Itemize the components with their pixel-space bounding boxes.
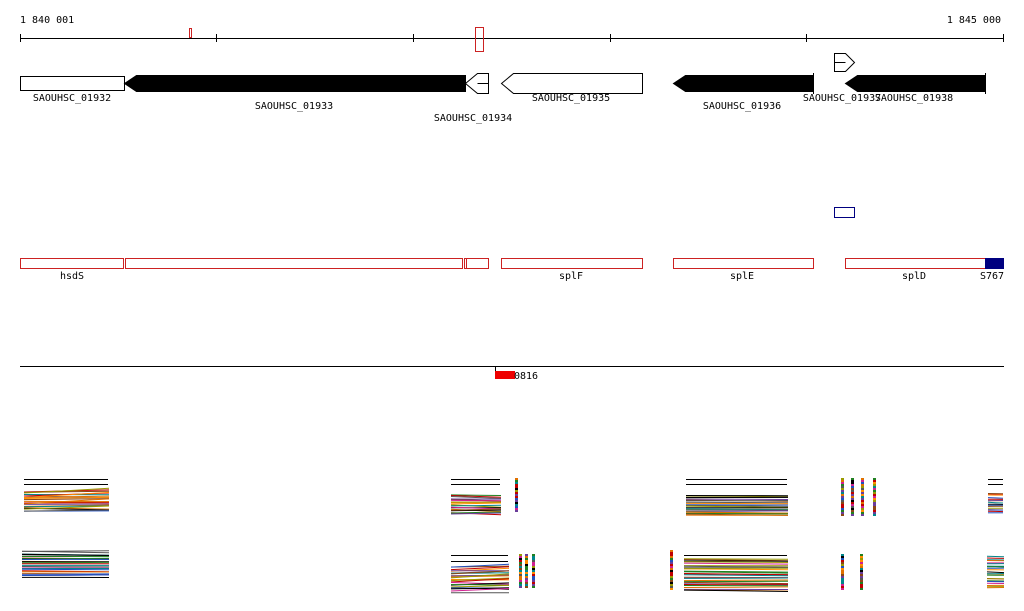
- gene-label: SAOUHSC_01938: [875, 93, 953, 104]
- annotation-box[interactable]: [464, 258, 489, 269]
- coverage-bundle[interactable]: [987, 493, 1004, 514]
- ruler-end-label: 1 845 000: [947, 15, 1001, 26]
- annotation-box-splE[interactable]: [673, 258, 814, 269]
- gene-label: SAOUHSC_01935: [532, 93, 610, 104]
- annotation-label: splF: [559, 271, 583, 282]
- coverage-bars[interactable]: [861, 478, 864, 516]
- gene-arrow-SAOUHSC_01936[interactable]: [672, 75, 814, 92]
- coverage-bars[interactable]: [841, 554, 844, 590]
- feature-block[interactable]: [495, 371, 515, 379]
- feature-box[interactable]: [834, 207, 855, 218]
- gene-label: SAOUHSC_01933: [255, 101, 333, 112]
- annotation-box[interactable]: [125, 258, 463, 269]
- gene-arrow-SAOUHSC_01932[interactable]: [20, 76, 125, 91]
- coverage-tracks: [21, 478, 1005, 594]
- coverage-bundle[interactable]: [685, 495, 789, 516]
- gene-label: SAOUHSC_01934: [434, 113, 512, 124]
- coverage-bundle[interactable]: [986, 555, 1005, 589]
- feature-line-track: 0816: [20, 366, 1004, 382]
- coverage-bundle[interactable]: [450, 494, 502, 516]
- gene-label: SAOUHSC_01936: [703, 101, 781, 112]
- annotation-box-hsdS[interactable]: [20, 258, 124, 269]
- coverage-bars[interactable]: [519, 554, 522, 588]
- annotation-box-splF[interactable]: [501, 258, 643, 269]
- annotation-label: splE: [730, 271, 754, 282]
- coverage-bundle[interactable]: [450, 563, 510, 594]
- gene-track: SAOUHSC_01932 SAOUHSC_01933 SAOUHSC_0193…: [20, 53, 986, 124]
- coverage-bundle[interactable]: [21, 550, 110, 578]
- coverage-bars[interactable]: [525, 554, 528, 588]
- gene-arrow-SAOUHSC_01934[interactable]: [464, 73, 489, 94]
- gene-label: SAOUHSC_01932: [33, 93, 111, 104]
- annotation-track: hsdS splF splE splD S767: [20, 258, 1004, 282]
- coverage-bars[interactable]: [873, 478, 876, 516]
- gene-arrow-SAOUHSC_01933[interactable]: [123, 75, 466, 92]
- gene-label: SAOUHSC_01937: [803, 93, 881, 104]
- ruler-start-label: 1 840 001: [20, 15, 74, 26]
- annotation-label: splD: [902, 271, 926, 282]
- coverage-bars[interactable]: [670, 550, 673, 590]
- coverage-bars[interactable]: [515, 478, 518, 512]
- annotation-label: hsdS: [60, 271, 84, 282]
- gene-arrow-SAOUHSC_01935[interactable]: [500, 73, 643, 94]
- coverage-bars[interactable]: [851, 478, 854, 516]
- coverage-bundle[interactable]: [683, 558, 789, 592]
- coverage-bars[interactable]: [860, 554, 863, 590]
- coverage-bars[interactable]: [841, 478, 844, 516]
- coordinate-ruler: 1 840 001 1 845 000: [20, 15, 1004, 52]
- annotation-box-S767[interactable]: [985, 258, 1004, 269]
- annotation-box-splD[interactable]: [845, 258, 986, 269]
- feature-label: 0816: [514, 371, 538, 382]
- ruler-selection-marker[interactable]: [475, 27, 484, 52]
- gene-arrow-SAOUHSC_01938[interactable]: [844, 75, 986, 92]
- coverage-bars[interactable]: [532, 554, 535, 588]
- ruler-marker[interactable]: [189, 28, 192, 38]
- coverage-bundle[interactable]: [23, 487, 110, 512]
- annotation-label: S767: [980, 271, 1004, 282]
